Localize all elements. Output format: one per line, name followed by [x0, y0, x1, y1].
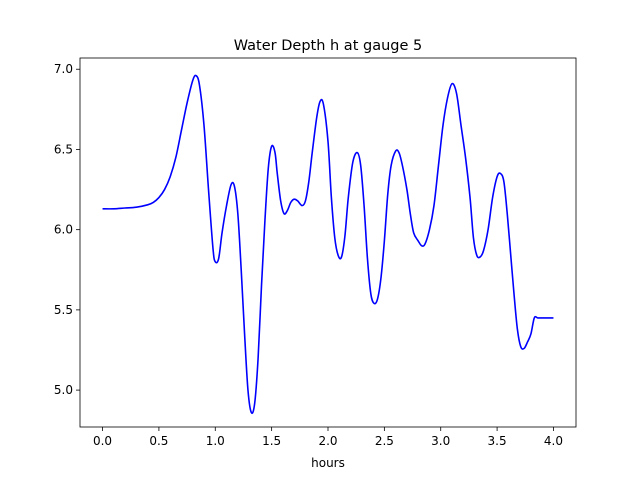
y-tick-label: 5.0	[54, 383, 73, 397]
chart-title: Water Depth h at gauge 5	[234, 38, 422, 54]
x-tick-label: 0.0	[93, 434, 112, 448]
plot-area	[80, 58, 576, 427]
x-tick-label: 1.0	[206, 434, 225, 448]
x-tick-label: 1.5	[262, 434, 281, 448]
series-layer	[102, 74, 554, 415]
series-line	[102, 74, 554, 415]
y-tick-label: 6.0	[54, 223, 73, 237]
y-tick-label: 6.5	[54, 142, 73, 156]
x-axis-title: hours	[311, 456, 345, 470]
x-tick-label: 2.0	[318, 434, 337, 448]
plot-frame	[79, 57, 577, 428]
x-tick-label: 4.0	[544, 434, 563, 448]
x-tick-label: 3.5	[488, 434, 507, 448]
x-tick-label: 2.5	[375, 434, 394, 448]
x-tick-label: 3.0	[431, 434, 450, 448]
y-tick-label: 5.5	[54, 303, 73, 317]
x-tick-label: 0.5	[149, 434, 168, 448]
axis-ticks: 0.0 0.5 1.0 1.5 2.0 2.5 3.0 3.5 4.0 5.0 5.5 6.0 6.5 7…	[54, 62, 563, 448]
y-tick-label: 7.0	[54, 62, 73, 76]
